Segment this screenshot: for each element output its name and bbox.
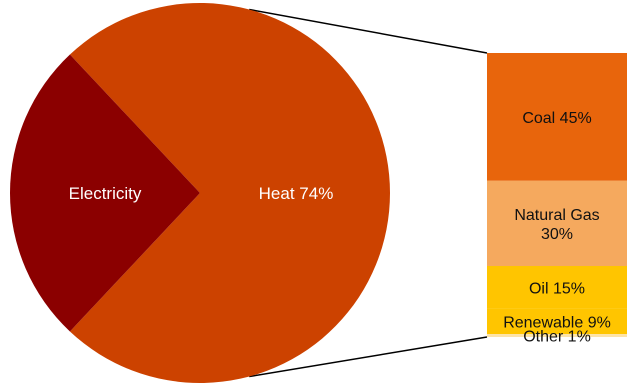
breakdown-bar-labels: Coal 45% Natural Gas 30% Oil 15% Renewable 9…: [503, 110, 611, 346]
bar-label-coal: Coal 45%: [522, 110, 591, 127]
bar-segment-oil: [487, 266, 627, 309]
pie-label-heat: Heat 74%: [259, 184, 334, 203]
pie-label-electricity: Electricity: [69, 184, 142, 203]
breakdown-bar: [487, 53, 627, 337]
bar-label-oil: Oil 15%: [529, 280, 585, 297]
bar-segment-renewable: [487, 308, 627, 335]
connector-lines: [249, 8, 488, 378]
connector-line-top: [249, 8, 488, 54]
pie-slice-electricity: [9, 54, 201, 332]
pie-slice-heat: [69, 2, 391, 383]
connector-line-bottom: [249, 336, 488, 378]
bar-label-renewable: Renewable 9%: [503, 314, 611, 331]
pie: [9, 2, 391, 383]
bar-segment-coal: [487, 53, 627, 181]
bar-segment-other: [487, 334, 627, 337]
bar-segment-natural: [487, 180, 627, 266]
bar-label-natural: Natural Gas 30%: [514, 207, 599, 243]
pie-labels: Heat 74% Electricity: [69, 184, 334, 203]
bar-label-other: Other 1%: [523, 329, 591, 346]
